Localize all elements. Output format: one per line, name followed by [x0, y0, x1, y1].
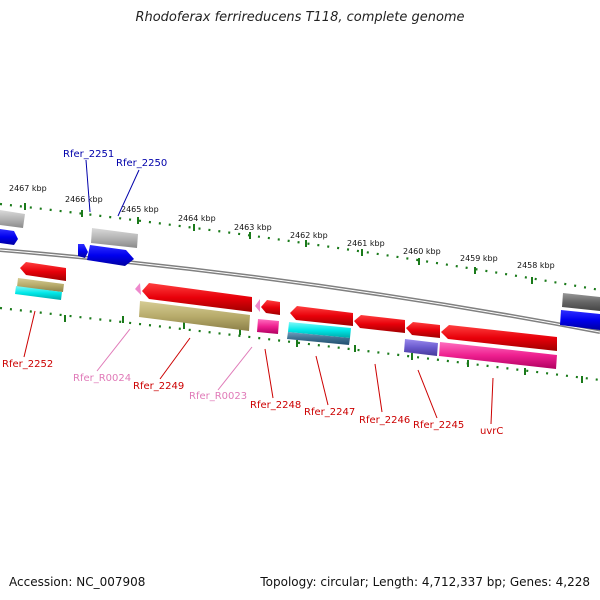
gene-label[interactable]: Rfer_2251	[63, 149, 114, 160]
gene-blue-right[interactable]	[560, 310, 600, 330]
gene-rfer-2248[interactable]	[261, 300, 280, 315]
gene-label[interactable]: Rfer_2250	[116, 158, 167, 169]
tick-label: 2462 kbp	[290, 231, 328, 240]
gene-rfer-2247[interactable]	[290, 306, 353, 326]
gene-dark-right[interactable]	[562, 293, 600, 311]
feature-purple-2245[interactable]	[404, 339, 438, 356]
feature-steel-2247[interactable]	[287, 332, 350, 345]
tick-label: 2467 kbp	[9, 184, 47, 193]
rna-rfer-r0023[interactable]	[255, 299, 260, 312]
gene-rfer-2252[interactable]	[20, 262, 66, 281]
gene-uvrC[interactable]	[441, 325, 557, 351]
page-title: Rhodoferax ferrireducens T118, complete …	[135, 10, 465, 25]
gene-label[interactable]: Rfer_2246	[359, 415, 410, 426]
gene-gray-2250[interactable]	[91, 228, 138, 248]
gene-labels: Rfer_2251 Rfer_2250 Rfer_2252 Rfer_R0024…	[2, 149, 503, 437]
gene-blue-left[interactable]	[0, 229, 18, 245]
gene-rfer-2245[interactable]	[406, 322, 440, 338]
tick-label: 2459 kbp	[460, 254, 498, 263]
forward-strand-genes[interactable]	[0, 210, 600, 330]
feature-magenta-2248[interactable]	[257, 319, 279, 334]
gene-rfer-2251[interactable]	[78, 244, 88, 258]
tick-label: 2461 kbp	[347, 239, 385, 248]
feature-olive-2252[interactable]	[17, 278, 64, 292]
genome-info-text: Topology: circular; Length: 4,712,337 bp…	[260, 575, 590, 589]
rna-rfer-r0024[interactable]	[135, 283, 141, 295]
feature-cyan-2252[interactable]	[15, 286, 62, 300]
gene-rfer-2249[interactable]	[142, 283, 252, 312]
gene-rfer-2250[interactable]	[87, 245, 134, 266]
reverse-strand-genes[interactable]	[15, 262, 557, 369]
tick-label: 2460 kbp	[403, 247, 441, 256]
tick-label: 2463 kbp	[234, 223, 272, 232]
gene-label[interactable]: Rfer_2248	[250, 400, 301, 411]
gene-label[interactable]: Rfer_2247	[304, 407, 355, 418]
gene-label[interactable]: Rfer_2252	[2, 359, 53, 370]
accession-text: Accession: NC_007908	[9, 575, 146, 589]
gene-label[interactable]: Rfer_2249	[133, 381, 184, 392]
gene-label[interactable]: Rfer_R0024	[73, 373, 131, 384]
gene-rfer-2246[interactable]	[354, 315, 405, 333]
label-leader-lines	[23, 159, 494, 425]
gene-label[interactable]: Rfer_2245	[413, 420, 464, 431]
tick-label: 2465 kbp	[121, 205, 159, 214]
upper-ruler	[0, 202, 600, 292]
ruler-tick-labels: 2467 kbp 2466 kbp 2465 kbp 2464 kbp 2463…	[9, 184, 555, 270]
gene-label[interactable]: uvrC	[480, 426, 503, 437]
tick-label: 2464 kbp	[178, 214, 216, 223]
feature-magenta-uvrC[interactable]	[439, 342, 557, 369]
tick-label: 2466 kbp	[65, 195, 103, 204]
gene-label[interactable]: Rfer_R0023	[189, 391, 247, 402]
gene-gray-left[interactable]	[0, 210, 25, 228]
feature-cyan-2247[interactable]	[288, 322, 351, 338]
ruler-major-ticks	[24, 203, 583, 383]
feature-olive-2249[interactable]	[139, 301, 250, 331]
tick-label: 2458 kbp	[517, 261, 555, 270]
